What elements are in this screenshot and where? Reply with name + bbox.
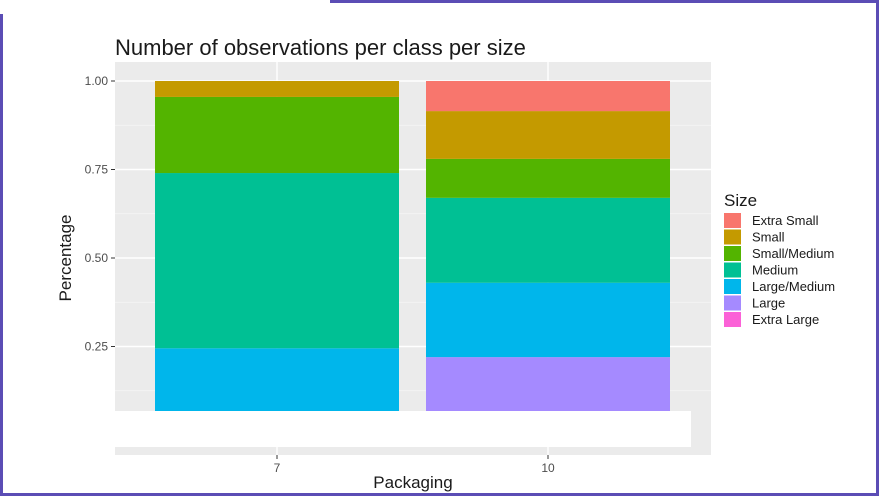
legend-label: Large/Medium [752, 279, 835, 294]
y-tick-label: 0.25 [85, 340, 109, 354]
y-tick-label: 0.50 [85, 251, 109, 265]
legend-label: Extra Large [752, 312, 819, 327]
x-tick-label: 10 [541, 461, 555, 475]
legend-title: Size [724, 191, 757, 210]
bar-segment-small-medium-10 [426, 158, 670, 198]
x-axis-ticks: 7 10 [274, 455, 555, 475]
bar-segment-medium-10 [426, 197, 670, 283]
legend-label: Large [752, 296, 785, 311]
legend-key-extra-small [724, 213, 741, 228]
bar-segment-small-10 [426, 111, 670, 159]
legend-label: Extra Small [752, 213, 819, 228]
legend-label: Small [752, 230, 785, 245]
y-tick-label: 0.75 [85, 163, 109, 177]
chart-title: Number of observations per class per siz… [115, 35, 526, 60]
cropped-header-strip [0, 0, 330, 14]
y-axis-title: Percentage [56, 215, 75, 302]
legend-key-small-medium [724, 246, 741, 261]
bar-segment-small-7 [155, 81, 399, 97]
bar-segment-medium-7 [155, 173, 399, 349]
legend-label: Small/Medium [752, 246, 834, 261]
x-tick-label: 7 [274, 461, 281, 475]
legend-key-large-medium [724, 279, 741, 294]
legend: Size Extra SmallSmallSmall/MediumMediumL… [724, 191, 835, 327]
legend-key-extra-large [724, 312, 741, 327]
y-tick-label: 1.00 [85, 74, 109, 88]
bar-segment-extra-small-10 [426, 81, 670, 112]
bottom-mask [114, 411, 691, 447]
bars [114, 81, 691, 447]
legend-label: Medium [752, 263, 798, 278]
legend-key-medium [724, 262, 741, 278]
legend-key-small [724, 229, 741, 245]
y-axis-ticks: 0.25 0.50 0.75 1.00 [85, 74, 115, 354]
bar-segment-large-medium-10 [426, 282, 670, 358]
bar-segment-small-medium-7 [155, 96, 399, 174]
legend-key-large [724, 295, 741, 311]
x-axis-title: Packaging [373, 473, 452, 492]
